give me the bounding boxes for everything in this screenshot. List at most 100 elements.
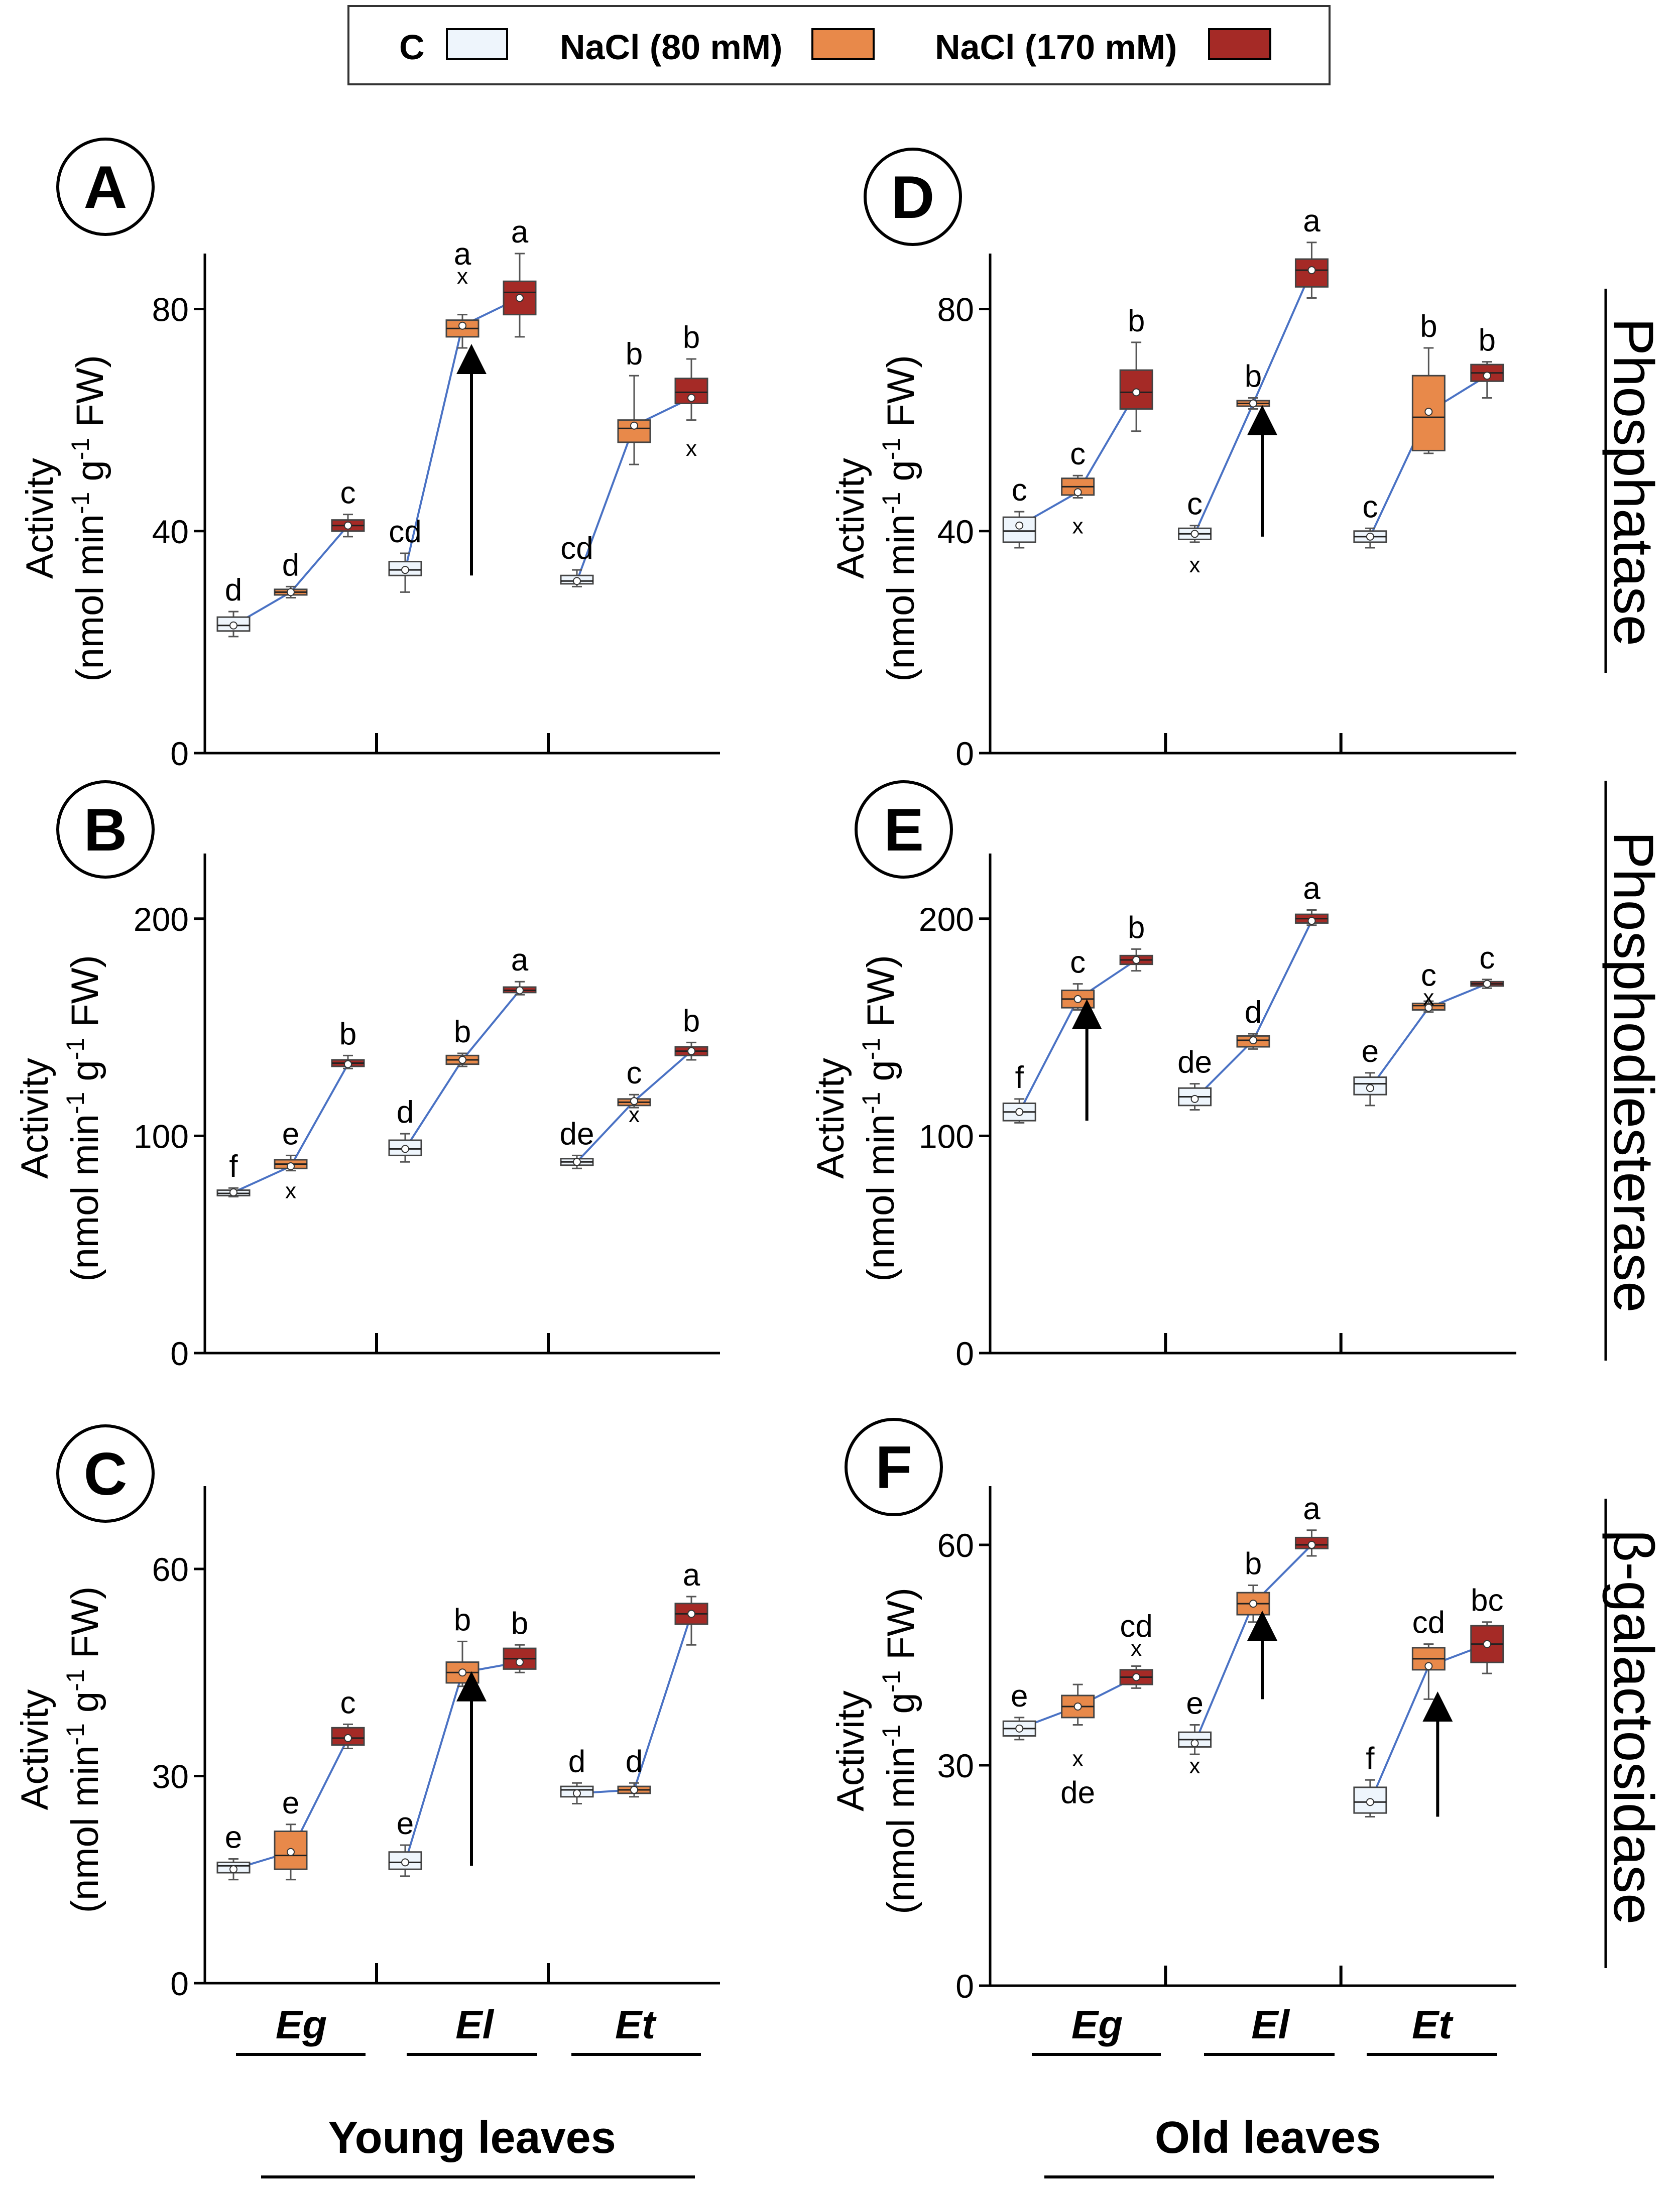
box-nacl-170-el: a [1294,204,1329,299]
box-nacl-80-eg: x de [1060,1683,1095,1810]
outlier-marker: x [1072,1746,1084,1771]
significance-letter: a [454,237,471,272]
y-axis-label-line2: (nmol min-1 g-1 FW) [66,355,111,682]
significance-letter: a [511,943,529,978]
mean-marker [516,294,524,302]
box-nacl-80-eg: d [274,548,308,598]
box-control-el: de [1177,1045,1212,1111]
y-axis-label-line2: (nmol min-1 g-1 FW) [857,955,902,1282]
significance-letter: de [1177,1045,1212,1080]
mean-marker [1249,1036,1257,1045]
significance-letter: f [1015,1060,1024,1095]
y-tick-label: 30 [152,1758,189,1795]
significance-letter: de [560,1117,594,1151]
species-labels: Eg El Et Eg El Et [236,2002,1497,2056]
mean-marker [1249,1600,1257,1608]
y-axis-label-line1: Activity [829,1690,872,1811]
y-axis-label-line1: Activity [14,1689,56,1810]
box-control-el: d [388,1095,422,1163]
mean-marker [1424,1004,1433,1012]
mean-marker [687,394,695,402]
significance-letter: a [511,215,529,250]
mean-marker [401,1145,409,1153]
mean-marker [229,1865,237,1874]
significance-letter: c [1187,487,1203,522]
box-control-el: xe [1178,1686,1212,1778]
significance-letter: a [1303,204,1321,238]
box-nacl-170-et: c [1470,941,1504,989]
box-nacl-170-eg: c [331,1685,365,1749]
mean-marker [1015,1108,1024,1116]
box-control-el: cd [388,515,422,593]
significance-letter: a [1303,871,1321,906]
panel-letter: B [84,796,128,864]
box-control-et: de [560,1117,594,1169]
mean-connector-el [404,1661,520,1863]
significance-letter: de [1060,1775,1095,1810]
mean-marker [516,986,524,995]
legend-label-control: C [399,28,425,67]
significance-letter: b [511,1606,528,1641]
significance-letter: b [454,1603,471,1637]
mean-marker [1015,521,1024,530]
mean-marker [1190,1095,1199,1103]
mean-marker [344,1060,352,1068]
mean-marker [687,1047,695,1055]
panel-letter: F [875,1434,912,1501]
mean-marker [1073,488,1082,497]
panel-letter-circle [864,148,962,246]
mean-marker [1015,1724,1024,1733]
mean-marker [687,1610,695,1618]
panel-letter: A [84,154,128,221]
significance-letter: c [1421,958,1436,993]
box-nacl-170-eg: b [1119,304,1153,432]
significance-letter: c [1479,941,1495,976]
box-control-et: cd [560,531,594,587]
significance-letter: f [1366,1741,1375,1776]
significance-letter: e [225,1820,242,1855]
mean-marker [1132,388,1141,397]
outlier-marker: x [1189,1754,1201,1778]
box-nacl-170-eg: c [331,476,365,538]
mean-marker [1483,1640,1491,1648]
y-tick-label: 40 [937,513,974,550]
mean-marker [573,1789,581,1797]
box-nacl-80-eg: xc [1061,437,1095,539]
significance-letter: b [1245,1547,1262,1582]
mean-marker [1366,1798,1374,1806]
outlier-marker: x [1072,514,1084,539]
outlier-marker: x [1423,986,1434,1010]
mean-connector-el [404,990,521,1150]
box-nacl-80-et: xc [1411,958,1446,1013]
mean-marker [630,421,638,430]
mean-marker [401,1858,409,1867]
outlier-marker: x [1131,1636,1142,1661]
y-tick-label: 0 [955,735,974,772]
mean-marker [1307,266,1316,275]
y-tick-label: 60 [152,1551,189,1588]
mean-marker [1132,955,1141,964]
box-control-eg: d [216,573,251,638]
y-tick-label: 200 [134,901,189,938]
significance-letter: e [1362,1034,1379,1069]
box-nacl-80-el: b [445,1015,479,1067]
box-nacl-170-el: a [503,943,537,996]
box-control-eg: e [216,1820,251,1881]
y-axis-label-line2: (nmol min-1 g-1 FW) [877,355,922,682]
group-title-old: Old leaves [1155,2113,1381,2163]
box-nacl-170-el: a [503,215,537,338]
enzyme-label-phosphodiesterase: Phosphodiesterase [1602,831,1665,1313]
y-tick-label: 30 [937,1747,974,1784]
mean-marker [287,1848,295,1856]
mean-marker [1132,1673,1141,1681]
legend: C NaCl (80 mM) NaCl (170 mM) [347,5,1331,85]
box-nacl-170-et: b [1470,323,1504,399]
significance-letter: c [1070,945,1086,980]
box-nacl-80-et: b [617,337,651,465]
significance-letter: c [1012,473,1027,508]
box-nacl-80-el: b [1236,1547,1270,1623]
box-nacl-170-el: b [503,1606,537,1673]
significance-letter: c [1362,490,1378,524]
